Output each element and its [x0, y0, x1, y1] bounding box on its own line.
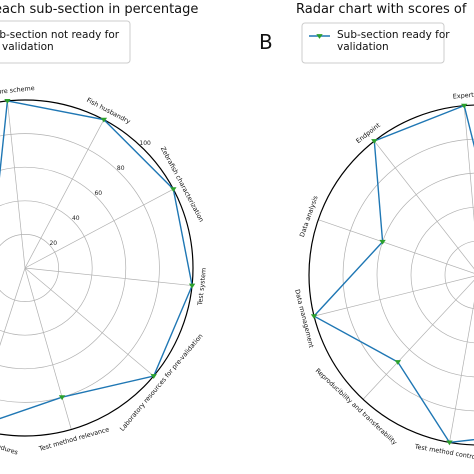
radar-a-category-labels: Exposure scheme Fish husbandry Zebrafish c… — [0, 84, 208, 457]
radar-a-data-point — [58, 395, 66, 401]
radar-a-grid-spoke — [24, 267, 154, 377]
radar-a-category-label: Fish husbandry — [85, 96, 132, 126]
radar-b-series — [310, 103, 474, 446]
radar-b-category-label: Endpoint — [354, 121, 382, 145]
radar-a-category-label: Exposure scheme — [0, 84, 35, 98]
radar-b-data-point — [460, 103, 468, 109]
radar-a-grid-spoke — [7, 100, 26, 269]
radar-a-grid-circle — [0, 234, 59, 302]
chart-b-title: Radar chart with scores of — [296, 2, 467, 17]
radar-b-category-label: Data analysis — [298, 194, 320, 238]
radar-b-grid-circle — [342, 138, 474, 412]
radar-a-grid-circle — [0, 133, 160, 403]
legend-b-label-line: Sub-section ready for — [337, 29, 450, 41]
legend-b-label-line: validation — [337, 41, 389, 53]
radar-b-grid-spoke — [362, 279, 474, 400]
radar-b-grid-spoke — [449, 301, 474, 443]
radar-a-category-label: Zebrafish characterization — [159, 145, 206, 223]
radar-a-grid-spoke — [24, 267, 193, 286]
radar-b-category-label: Data management — [293, 288, 315, 349]
radar-b-series-line — [312, 104, 474, 444]
legend-b-label: Sub-section ready for validation — [337, 29, 450, 53]
radar-b-grid-spoke — [313, 275, 474, 317]
radar-a-grid-spoke — [0, 267, 26, 347]
radar-b-data-point — [310, 314, 318, 320]
radar-b-outline — [308, 104, 474, 446]
radar-b-grid-circle — [410, 206, 474, 344]
radar-b-grid — [308, 104, 474, 446]
radar-a-radial-tick-label: 80 — [117, 165, 125, 172]
radar-a-category-label: Test method relevance — [37, 425, 110, 453]
radar-a-category-label: Standard Operating Procedures — [0, 418, 20, 457]
radar-b-grid-spoke — [374, 140, 474, 270]
radar-a-series — [0, 99, 196, 420]
radar-b-grid-circle — [444, 241, 474, 309]
radar-b-data-point — [379, 239, 386, 245]
radar-a-category-label: Laboratory resources for pre-validation — [118, 332, 204, 433]
radar-a-radial-tick-label: 100 — [139, 140, 151, 147]
panel-b-letter: B — [259, 30, 273, 54]
radar-b-category-labels: Expert Endpoint Data analysis Data manageme… — [293, 91, 474, 462]
legend-b: Sub-section ready for validation — [301, 22, 450, 64]
radar-b-category-label: Expert — [453, 91, 474, 101]
legend-a-label-line: Sub-section not ready for — [0, 29, 120, 41]
radar-a-data-point — [4, 99, 11, 104]
radar-a-data-point — [150, 374, 157, 379]
radar-b-data-point — [371, 139, 378, 144]
radar-b-category-label: Test method controls — [413, 442, 474, 462]
chart-a-title: each sub-section in percentage — [0, 2, 198, 17]
radar-a-grid-spoke — [24, 267, 72, 430]
radar-b-category-label: Reproducibility and transferability — [314, 367, 399, 447]
radar-a-grid-spoke — [24, 119, 105, 269]
radar-a-radial-tick-label: 40 — [72, 215, 80, 222]
radar-a-outline — [0, 99, 194, 437]
panel-b: Expert Endpoint Data analysis Data manageme… — [293, 91, 474, 462]
radar-b-grid-spoke — [463, 105, 474, 222]
radar-a-series-line — [0, 100, 193, 420]
radar-a-category-label: Test system — [196, 267, 208, 306]
radar-b-data-point — [394, 360, 402, 365]
radar-a-data-point — [170, 187, 177, 193]
radar-a-grid — [0, 99, 194, 437]
legend-b-swatch-marker — [316, 34, 323, 39]
panel-a: 20 40 60 80 100 Exposure scheme Fish husbandr… — [0, 84, 208, 457]
radar-a-grid-spoke — [24, 188, 174, 269]
radar-a-data-point — [100, 117, 108, 123]
legend-a-label-line: validation — [2, 41, 54, 53]
radar-a-grid-circle — [0, 200, 93, 336]
radar-a-radial-ticks: 20 40 60 80 100 — [49, 140, 151, 247]
radar-b-data-point — [446, 440, 453, 446]
radar-a-data-point — [188, 283, 196, 289]
radar-b-grid-spoke — [318, 219, 474, 274]
radar-a-radial-tick-label: 20 — [49, 240, 57, 247]
radar-b-grid-circle — [376, 172, 474, 378]
radar-a-radial-tick-label: 60 — [94, 190, 102, 197]
radar-a-grid-circle — [0, 166, 127, 370]
